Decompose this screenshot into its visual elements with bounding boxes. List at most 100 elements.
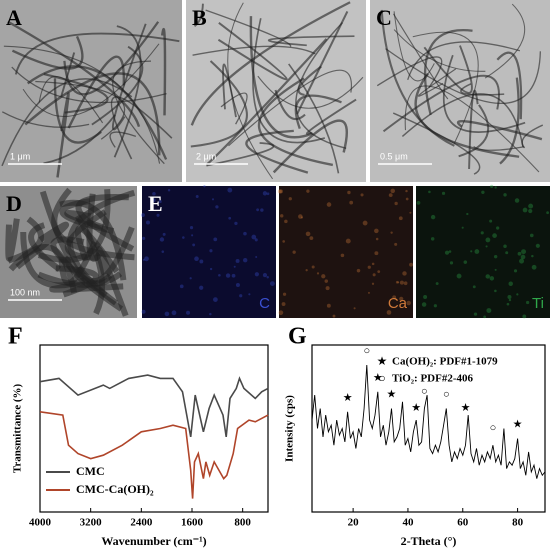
fiber: [295, 22, 347, 150]
fiber: [217, 22, 288, 81]
x-tick-label: 2400: [130, 517, 153, 529]
eds-dot: [386, 310, 392, 315]
eds-dot: [463, 260, 468, 264]
fiber: [443, 54, 526, 133]
eds-dot: [326, 202, 332, 207]
eds-dot: [466, 212, 469, 216]
fiber: [288, 63, 340, 174]
eds-dot: [362, 220, 368, 226]
eds-dot: [156, 213, 160, 217]
eds-dot: [433, 304, 437, 308]
eds-dot: [151, 198, 155, 201]
eds-dot: [441, 191, 446, 195]
eds-dot: [461, 226, 464, 229]
eds-dot: [254, 238, 258, 242]
fiber: [205, 9, 292, 48]
eds-dot: [528, 208, 533, 214]
panel-label: F: [8, 324, 23, 350]
x-axis-title: 2-Theta (°): [401, 534, 457, 548]
eds-dot: [508, 298, 512, 302]
eds-dot: [353, 307, 356, 310]
eds-dot: [372, 273, 376, 277]
eds-dot: [405, 197, 409, 201]
eds-map: [279, 186, 413, 318]
fiber: [228, 69, 353, 147]
legend-label: Ca(OH)₂: PDF#1-1079: [392, 356, 498, 368]
fiber: [14, 32, 180, 75]
eds-dot: [444, 250, 450, 255]
eds-dot: [189, 226, 194, 230]
eds-dot: [309, 236, 314, 241]
eds-dot: [503, 244, 507, 249]
fiber: [257, 75, 364, 109]
eds-dot: [209, 312, 212, 316]
eds-dot: [402, 271, 407, 276]
eds-dot: [517, 251, 522, 256]
eds-dot: [374, 228, 379, 234]
eds-dot: [485, 245, 488, 248]
eds-dot: [227, 187, 233, 193]
fiber: [484, 3, 526, 79]
eds-dot: [199, 285, 204, 290]
panel-label: E: [148, 191, 163, 216]
eds-dot: [480, 231, 484, 235]
fiber: [272, 119, 349, 174]
eds-dot: [142, 258, 145, 261]
x-axis-title: Wavenumber (cm⁻¹): [101, 534, 206, 548]
eds-dot: [473, 312, 478, 316]
eds-dot: [390, 188, 396, 194]
x-tick-label: 3200: [80, 517, 103, 529]
x-tick-label: 1600: [181, 517, 204, 529]
eds-dot: [531, 264, 537, 270]
eds-dot: [324, 279, 329, 283]
fiber: [15, 221, 70, 270]
fiber: [306, 98, 357, 135]
eds-dot: [492, 233, 497, 239]
fiber: [423, 45, 473, 94]
eds-dot: [392, 295, 397, 300]
eds-dot: [141, 213, 145, 217]
eds-dot: [300, 216, 304, 219]
eds-dot: [371, 282, 375, 285]
eds-dot: [306, 189, 310, 193]
x-tick-label: 20: [348, 517, 360, 529]
eds-dot: [514, 198, 520, 203]
eds-dot: [278, 189, 283, 194]
eds-dot: [528, 203, 534, 209]
fiber: [521, 124, 544, 149]
panel-label: C: [376, 5, 392, 30]
eds-dot: [234, 221, 238, 226]
eds-dot: [403, 281, 408, 286]
eds-dot: [266, 192, 270, 196]
eds-dot: [375, 237, 379, 241]
fiber: [28, 222, 62, 272]
fiber: [192, 45, 316, 56]
fiber: [43, 114, 116, 165]
fiber: [423, 29, 473, 116]
eds-dot: [360, 193, 364, 197]
series-line: [39, 374, 269, 438]
eds-dot: [146, 220, 150, 225]
eds-dot: [242, 258, 248, 263]
peak-marker: ★: [343, 392, 353, 404]
peak-marker: ★: [461, 402, 471, 414]
eds-dot: [456, 273, 462, 279]
fiber: [24, 72, 161, 156]
eds-dot: [225, 273, 231, 278]
fiber: [193, 3, 204, 28]
eds-dot: [430, 214, 436, 220]
eds-dot: [428, 190, 431, 194]
fiber: [53, 78, 102, 144]
eds-dot: [472, 285, 476, 289]
eds-dot: [516, 293, 519, 296]
fiber: [245, 129, 309, 174]
scale-bar-label: 100 nm: [10, 287, 40, 297]
fiber: [414, 72, 520, 158]
eds-dot: [248, 293, 251, 296]
eds-dot: [281, 302, 286, 306]
eds-dot: [262, 273, 268, 278]
fiber: [257, 77, 334, 167]
eds-dot: [262, 191, 268, 196]
eds-dot: [189, 277, 192, 280]
fiber: [59, 199, 127, 281]
